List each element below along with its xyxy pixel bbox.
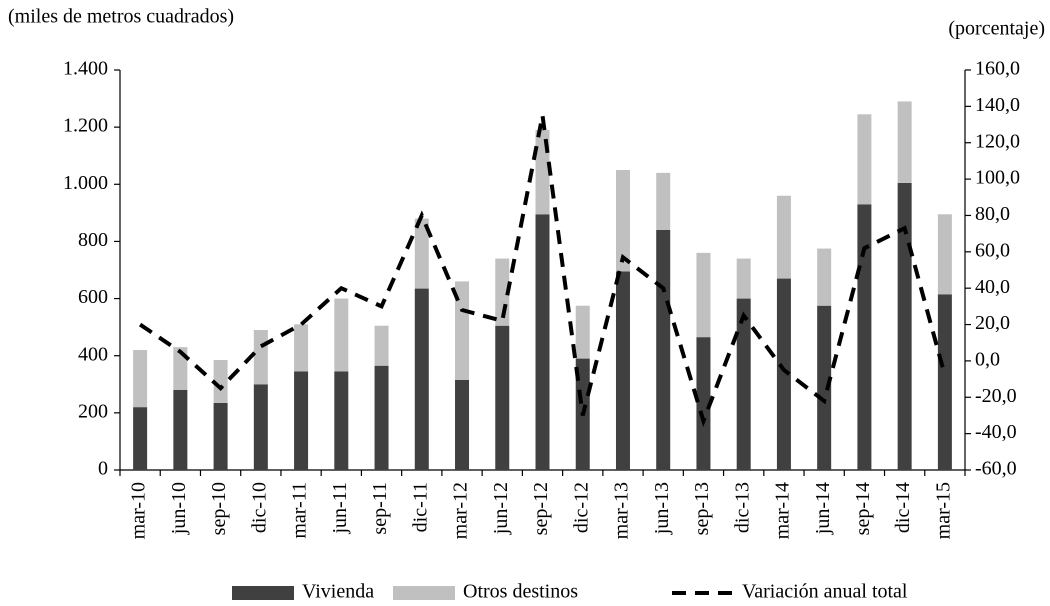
bar [817, 248, 832, 306]
bar [897, 101, 912, 183]
y2-tick-label: 100,0 [975, 167, 1020, 189]
x-tick-label: dic-12 [570, 482, 592, 533]
bar [857, 114, 872, 205]
legend-label: Vivienda [302, 581, 374, 603]
y2-axis-label: (porcentaje) [948, 18, 1045, 40]
bar [294, 324, 309, 372]
legend-label: Variación anual total [742, 581, 908, 603]
bar [133, 350, 148, 408]
bar [374, 365, 389, 470]
x-tick-label: sep-11 [369, 482, 391, 535]
bar [696, 337, 711, 470]
y2-tick-label: 20,0 [975, 312, 1010, 334]
bar [253, 384, 268, 470]
x-tick-label: mar-11 [289, 482, 311, 539]
y2-tick-label: 160,0 [975, 58, 1020, 80]
y2-tick-label: -40,0 [975, 421, 1017, 443]
x-tick-label: sep-10 [208, 482, 230, 535]
y-tick-label: 400 [78, 343, 108, 365]
x-tick-label: sep-13 [691, 482, 713, 535]
x-tick-label: dic-14 [892, 482, 914, 533]
x-tick-label: mar-15 [932, 482, 954, 539]
y-tick-label: 600 [78, 286, 108, 308]
bar [253, 330, 268, 385]
x-tick-label: dic-11 [409, 482, 431, 532]
bar [133, 407, 148, 470]
bar [213, 360, 228, 403]
x-tick-label: jun-14 [812, 482, 834, 535]
x-tick-label: sep-14 [852, 482, 874, 535]
y-tick-label: 0 [98, 458, 108, 480]
bar [857, 204, 872, 471]
bar [334, 298, 349, 372]
bar [455, 281, 470, 380]
legend-label: Otros destinos [463, 581, 578, 603]
legend-swatch [232, 586, 294, 600]
bar [495, 325, 510, 470]
y2-tick-label: 60,0 [975, 239, 1010, 261]
bar [615, 170, 630, 272]
bar [937, 214, 952, 295]
bar [656, 172, 671, 230]
legend-swatch [393, 586, 455, 600]
y2-tick-label: -60,0 [975, 458, 1017, 480]
y-tick-label: 1.200 [63, 115, 108, 137]
x-tick-label: jun-12 [490, 482, 512, 535]
y2-tick-label: 140,0 [975, 94, 1020, 116]
bar [213, 402, 228, 470]
bar [173, 347, 188, 390]
bar [776, 278, 791, 470]
bar [736, 298, 751, 470]
y2-tick-label: -20,0 [975, 385, 1017, 407]
bar [334, 371, 349, 470]
y2-tick-label: 80,0 [975, 203, 1010, 225]
y2-tick-label: 120,0 [975, 130, 1020, 152]
y-tick-label: 800 [78, 229, 108, 251]
x-tick-label: mar-10 [128, 482, 150, 539]
bar [575, 305, 590, 359]
bar [937, 294, 952, 470]
bar [656, 230, 671, 470]
bar [817, 305, 832, 470]
y-tick-label: 1.400 [63, 58, 108, 80]
x-tick-label: jun-10 [168, 482, 190, 535]
x-tick-label: jun-13 [651, 482, 673, 535]
bar [696, 252, 711, 338]
x-tick-label: mar-14 [772, 482, 794, 539]
bar [535, 214, 550, 470]
bar [294, 371, 309, 470]
bar [374, 325, 389, 366]
bar [455, 380, 470, 470]
x-tick-label: sep-12 [530, 482, 552, 535]
bar [615, 271, 630, 470]
bar [414, 288, 429, 470]
y-axis-label: (miles de metros cuadrados) [8, 6, 234, 28]
bar [736, 258, 751, 299]
x-tick-label: mar-12 [450, 482, 472, 539]
y2-tick-label: 40,0 [975, 276, 1010, 298]
x-tick-label: mar-13 [611, 482, 633, 539]
bar [173, 390, 188, 470]
bar [897, 182, 912, 470]
y-tick-label: 1.000 [63, 172, 108, 194]
bar [776, 195, 791, 279]
y-tick-label: 200 [78, 400, 108, 422]
bar [414, 218, 429, 289]
x-tick-label: dic-13 [731, 482, 753, 533]
x-tick-label: jun-11 [329, 482, 351, 534]
y2-tick-label: 0,0 [975, 349, 1000, 371]
x-tick-label: dic-10 [248, 482, 270, 533]
